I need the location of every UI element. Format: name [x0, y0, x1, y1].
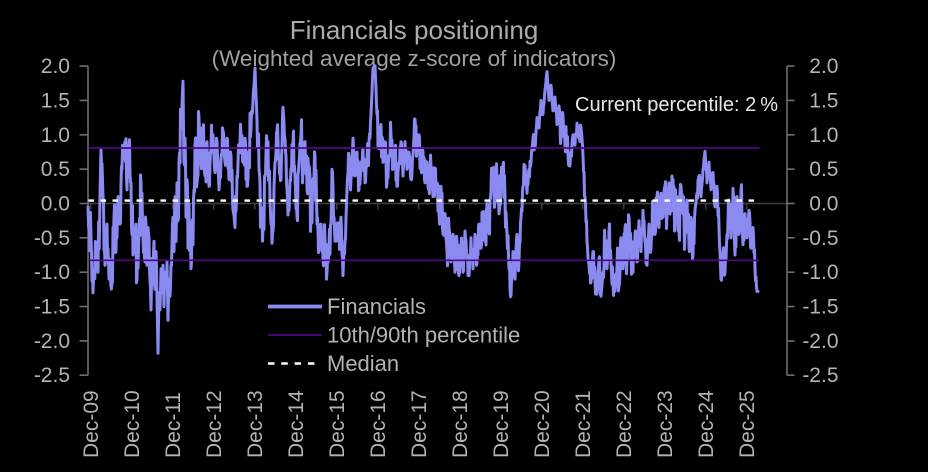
svg-text:Dec-12: Dec-12 — [203, 390, 226, 458]
svg-text:Financials: Financials — [327, 294, 426, 319]
svg-text:2.0: 2.0 — [809, 55, 838, 78]
svg-text:-2.5: -2.5 — [802, 364, 838, 387]
svg-text:0.0: 0.0 — [809, 193, 838, 216]
svg-text:1.5: 1.5 — [41, 89, 70, 112]
svg-text:Dec-17: Dec-17 — [408, 390, 431, 458]
svg-text:2.0: 2.0 — [41, 55, 70, 78]
svg-text:-1.5: -1.5 — [34, 296, 70, 319]
svg-text:0.0: 0.0 — [41, 193, 70, 216]
svg-text:Dec-13: Dec-13 — [244, 390, 267, 458]
svg-text:1.0: 1.0 — [41, 124, 70, 147]
svg-text:-2.5: -2.5 — [34, 364, 70, 387]
svg-text:Dec-16: Dec-16 — [367, 390, 390, 458]
svg-text:-0.5: -0.5 — [802, 227, 838, 250]
svg-text:Dec-18: Dec-18 — [449, 390, 472, 458]
svg-text:0.5: 0.5 — [809, 158, 838, 181]
svg-text:Financials positioning: Financials positioning — [290, 15, 539, 45]
svg-text:Dec-19: Dec-19 — [490, 390, 513, 458]
svg-text:Dec-14: Dec-14 — [285, 390, 308, 458]
svg-text:1.5: 1.5 — [809, 89, 838, 112]
svg-text:10th/90th percentile: 10th/90th percentile — [327, 323, 520, 348]
svg-text:0.5: 0.5 — [41, 158, 70, 181]
svg-text:-1.0: -1.0 — [802, 261, 838, 284]
svg-text:-2.0: -2.0 — [34, 330, 70, 353]
svg-text:Dec-15: Dec-15 — [326, 390, 349, 458]
svg-text:Dec-23: Dec-23 — [654, 390, 677, 458]
svg-text:-2.0: -2.0 — [802, 330, 838, 353]
svg-text:-1.0: -1.0 — [34, 261, 70, 284]
svg-text:Dec-24: Dec-24 — [695, 390, 718, 458]
svg-text:(Weighted average z-score of i: (Weighted average z-score of indicators) — [212, 46, 617, 71]
svg-text:Dec-20: Dec-20 — [531, 390, 554, 458]
svg-text:1.0: 1.0 — [809, 124, 838, 147]
svg-text:-0.5: -0.5 — [34, 227, 70, 250]
svg-text:Dec-11: Dec-11 — [162, 392, 185, 458]
svg-text:Dec-21: Dec-21 — [572, 390, 595, 458]
svg-text:Dec-22: Dec-22 — [613, 390, 636, 458]
svg-text:Dec-09: Dec-09 — [80, 390, 103, 458]
svg-text:Dec-10: Dec-10 — [121, 390, 144, 458]
svg-text:-1.5: -1.5 — [802, 296, 838, 319]
svg-text:Current percentile: 2 %: Current percentile: 2 % — [575, 94, 778, 116]
svg-text:Dec-25: Dec-25 — [736, 390, 759, 458]
svg-text:Median: Median — [327, 351, 399, 376]
